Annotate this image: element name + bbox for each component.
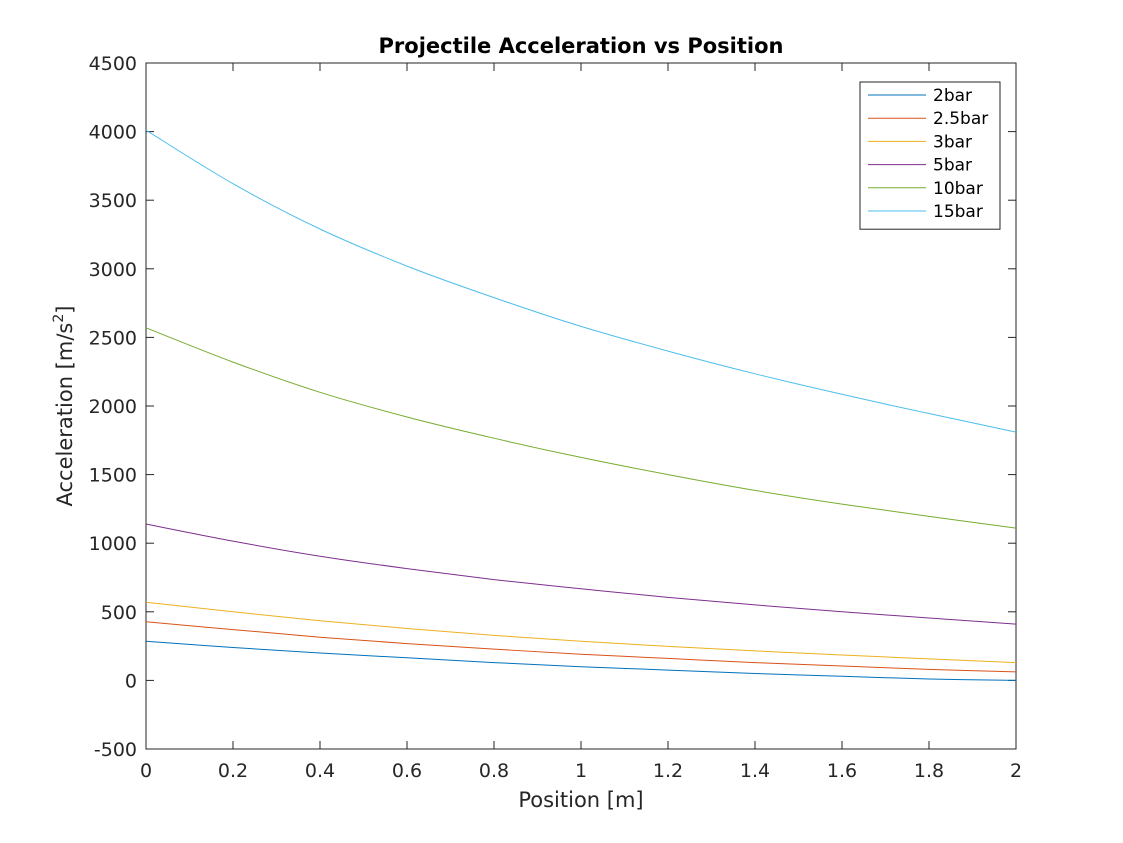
y-tick-label: 4000 <box>89 122 137 144</box>
legend-label-2bar: 2bar <box>933 86 972 106</box>
y-tick-label: 500 <box>101 602 137 624</box>
x-axis-label: Position [m] <box>518 788 643 812</box>
x-axis-ticks: 0 0.2 0.4 0.6 0.8 1 1.2 1.4 1.6 1.8 2 <box>140 63 1022 782</box>
y-tick-label: 2500 <box>89 327 137 349</box>
x-tick-label: 1 <box>575 760 587 782</box>
y-tick-label: 3000 <box>89 259 137 281</box>
y-axis-ticks: -500 0 500 1000 1500 2000 2500 3000 3500 4000 4500 <box>89 53 1016 761</box>
x-tick-label: 1.8 <box>914 760 944 782</box>
y-tick-label: 2000 <box>89 396 137 418</box>
x-tick-label: 0.6 <box>392 760 422 782</box>
y-tick-label: 3500 <box>89 190 137 212</box>
y-axis-label-close: ] <box>53 306 77 314</box>
series-line-3bar <box>145 601 1017 664</box>
x-tick-label: 0 <box>140 760 152 782</box>
y-tick-label: 1500 <box>89 465 137 487</box>
y-tick-label: 0 <box>125 670 137 692</box>
x-tick-label: 0.4 <box>305 760 335 782</box>
x-tick-label: 2 <box>1010 760 1022 782</box>
legend-box <box>859 81 1001 230</box>
legend: 2bar 2.5bar 3bar 5bar 10bar 15bar <box>859 81 1001 230</box>
series-lines <box>145 129 1017 681</box>
legend-label-15bar: 15bar <box>933 202 983 222</box>
y-tick-label: 1000 <box>89 533 137 555</box>
y-tick-label: 4500 <box>89 53 137 75</box>
legend-label-2.5bar: 2.5bar <box>933 109 988 129</box>
y-tick-label: -500 <box>94 739 137 761</box>
x-tick-label: 1.6 <box>827 760 857 782</box>
legend-label-5bar: 5bar <box>933 156 972 176</box>
legend-label-3bar: 3bar <box>933 132 972 152</box>
x-tick-label: 1.4 <box>740 760 770 782</box>
y-axis-label: Acceleration [m/s2] <box>51 306 77 507</box>
x-tick-label: 1.2 <box>653 760 683 782</box>
x-tick-label: 0.8 <box>479 760 509 782</box>
x-tick-label: 0.2 <box>218 760 248 782</box>
y-axis-label-main: Acceleration [m/s <box>53 323 77 507</box>
legend-label-10bar: 10bar <box>933 179 983 199</box>
series-line-5bar <box>145 523 1017 625</box>
y-axis-label-superscript: 2 <box>51 314 67 323</box>
series-line-10bar <box>145 327 1017 529</box>
series-line-2.5bar <box>145 621 1017 673</box>
series-line-2bar <box>145 640 1017 681</box>
series-line-15bar <box>145 129 1017 433</box>
chart-title: Projectile Acceleration vs Position <box>379 34 784 58</box>
